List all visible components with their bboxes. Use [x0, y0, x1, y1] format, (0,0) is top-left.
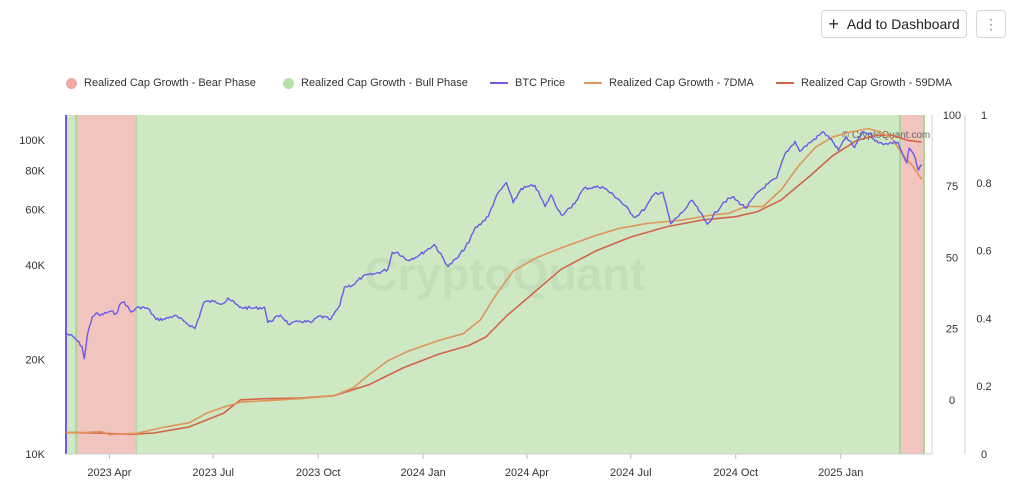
y-right-tick-label: 0 — [981, 449, 987, 461]
y-right-tick-label: 0.8 — [976, 178, 991, 190]
y-right-tick-label: 1 — [981, 110, 987, 122]
legend-label: Realized Cap Growth - Bear Phase — [84, 77, 256, 89]
bull-phase-band — [136, 115, 901, 454]
x-tick-label: 2024 Oct — [713, 467, 758, 479]
y-mid-tick-label: 75 — [946, 181, 958, 193]
legend-item-btc-price[interactable]: BTC Price — [490, 77, 565, 89]
x-tick-label: 2024 Jan — [400, 467, 445, 479]
legend-swatch — [776, 82, 794, 84]
legend-item-7dma[interactable]: Realized Cap Growth - 7DMA — [584, 77, 754, 89]
y-left-tick-label: 60K — [25, 205, 45, 217]
y-mid-tick-label: 25 — [946, 324, 958, 336]
legend-label: Realized Cap Growth - 59DMA — [801, 77, 953, 89]
phase-bands — [66, 115, 925, 454]
x-tick-label: 2023 Oct — [296, 467, 341, 479]
legend-item-59dma[interactable]: Realized Cap Growth - 59DMA — [776, 77, 952, 89]
y-left-tick-label: 80K — [25, 165, 45, 177]
y-left-tick-label: 10K — [25, 449, 45, 461]
bear-phase-band — [76, 115, 137, 454]
series-lines — [65, 127, 923, 436]
legend-label: BTC Price — [515, 77, 566, 89]
realized-cap-59dma-line — [65, 134, 922, 436]
watermark: CryptoQuant — [364, 248, 645, 300]
legend-swatch — [584, 82, 602, 84]
legend-swatch — [66, 77, 77, 89]
legend-swatch — [490, 82, 508, 84]
legend-label: Realized Cap Growth - Bull Phase — [301, 77, 468, 89]
x-tick-label: 2025 Jan — [818, 467, 863, 479]
bull-phase-band — [66, 115, 77, 454]
x-tick-label: 2024 Jul — [610, 467, 652, 479]
y-right-tick-label: 0.6 — [976, 246, 991, 258]
chart-legend: Realized Cap Growth - Bear Phase Realize… — [0, 77, 1024, 95]
y-mid-tick-label: 50 — [946, 252, 958, 264]
legend-item-bull-phase[interactable]: Realized Cap Growth - Bull Phase — [283, 77, 468, 89]
plus-icon: + — [828, 14, 839, 34]
y-right-tick-label: 0.2 — [976, 381, 991, 393]
y-left-tick-label: 100K — [19, 135, 45, 147]
btc-price-line — [65, 131, 923, 360]
add-to-dashboard-label: Add to Dashboard — [846, 16, 960, 32]
y-mid-tick-label: 100 — [943, 110, 961, 122]
more-options-button[interactable]: ⋮ — [976, 10, 1006, 38]
y-left-tick-label: 20K — [25, 354, 45, 366]
y-mid-tick-label: 0 — [949, 395, 955, 407]
y-left-tick-label: 40K — [25, 260, 45, 272]
legend-swatch — [283, 77, 294, 89]
add-to-dashboard-button[interactable]: + Add to Dashboard — [821, 10, 967, 38]
legend-item-bear-phase[interactable]: Realized Cap Growth - Bear Phase — [66, 77, 256, 89]
y-right-tick-label: 0.4 — [976, 313, 991, 325]
x-tick-label: 2023 Jul — [192, 467, 234, 479]
legend-label: Realized Cap Growth - 7DMA — [609, 77, 754, 89]
axes: 10K 20K 40K 60K 80K 100K 0 25 50 75 100 0 0.2 0.4 0.6 0… — [19, 110, 991, 479]
x-tick-label: 2024 Apr — [505, 467, 549, 479]
bear-phase-band — [900, 115, 924, 454]
x-tick-label: 2023 Apr — [87, 467, 131, 479]
